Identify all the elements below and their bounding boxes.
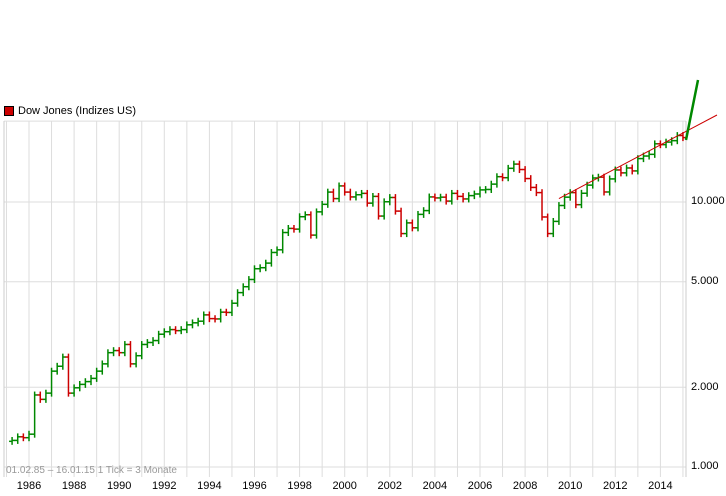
x-tick-2012: 2012	[603, 480, 628, 492]
legend-label: Dow Jones (Indizes US)	[18, 105, 136, 117]
x-tick-2000: 2000	[332, 480, 357, 492]
y-tick-2000: 2.000	[691, 381, 719, 393]
x-tick-1990: 1990	[106, 480, 132, 492]
x-tick-1986: 1986	[16, 480, 42, 492]
x-tick-1988: 1988	[61, 480, 87, 492]
y-tick-10000: 10.000	[691, 195, 725, 207]
x-tick-1998: 1998	[287, 480, 312, 492]
x-tick-2002: 2002	[377, 480, 403, 492]
x-tick-2006: 2006	[467, 480, 493, 492]
legend-swatch	[4, 106, 14, 116]
x-tick-1992: 1992	[152, 480, 177, 492]
x-tick-2004: 2004	[422, 480, 448, 492]
y-tick-1000: 1.000	[691, 460, 719, 472]
x-tick-1994: 1994	[197, 480, 222, 492]
x-tick-2008: 2008	[512, 480, 538, 492]
x-tick-2014: 2014	[648, 480, 673, 492]
x-tick-2010: 2010	[557, 480, 583, 492]
legend: Dow Jones (Indizes US)	[4, 105, 136, 117]
date-range-note: 01.02.85 – 16.01.15 1 Tick = 3 Monate	[6, 465, 177, 476]
x-tick-1996: 1996	[242, 480, 267, 492]
y-tick-5000: 5.000	[691, 275, 719, 287]
